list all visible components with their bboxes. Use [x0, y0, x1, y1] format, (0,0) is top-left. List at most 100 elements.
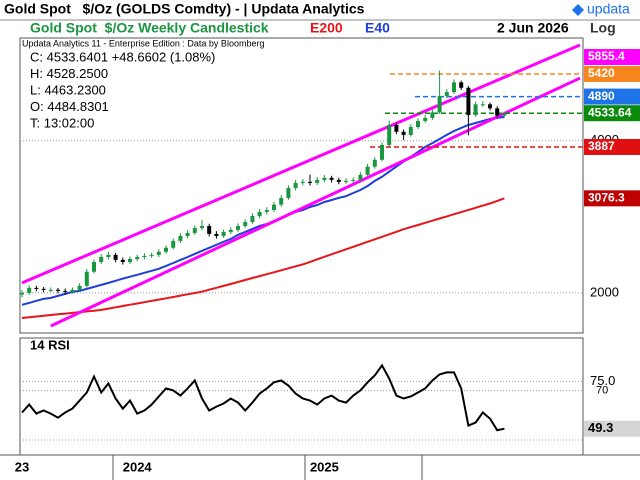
candle-body [488, 104, 492, 109]
candle-body [444, 92, 449, 96]
candle-body [41, 288, 46, 290]
ohlc-info: T: 13:02:00 [30, 115, 94, 130]
candle-body [473, 104, 478, 116]
candle-body [387, 124, 392, 145]
price-label-box [584, 190, 640, 207]
candle-body [149, 254, 154, 256]
price-label: 3887 [588, 139, 615, 153]
candle-body [171, 240, 176, 248]
candle-body [380, 144, 384, 160]
candle-body [437, 95, 442, 113]
trendline [50, 76, 581, 328]
candle-body [300, 181, 305, 183]
candle-body [279, 197, 284, 205]
x-tick-label: 23 [15, 459, 29, 474]
value-label: 49.3 [588, 420, 613, 435]
candle-body [452, 82, 456, 93]
y-tick-label: 2000 [590, 284, 619, 299]
ohlc-info: C: 4533.6401 +48.6602 (1.08%) [30, 49, 215, 64]
legend-entry: E200 [310, 20, 343, 36]
price-label-box [584, 88, 640, 105]
candle-body [394, 124, 399, 132]
ohlc-info: H: 4528.2500 [30, 66, 108, 81]
price-label: 5855.4 [588, 49, 625, 63]
candle-body [106, 254, 111, 258]
candle-body [495, 108, 500, 116]
candle-body [308, 181, 312, 183]
candle-body [63, 290, 68, 292]
price-label-box [584, 105, 640, 122]
candle-body [221, 231, 226, 236]
candle-body [192, 227, 197, 233]
subtitle: Updata Analytics 11 - Enterprise Edition… [22, 38, 264, 48]
candle-body [329, 177, 334, 180]
plot-frame [19, 37, 584, 334]
price-label: 4890 [588, 89, 615, 103]
candle-body [156, 251, 161, 255]
rsi-title: 14 RSI [30, 337, 70, 352]
candle-body [423, 117, 428, 121]
candle-body [372, 159, 377, 167]
candle-body [336, 179, 341, 182]
value-label-box [584, 420, 640, 437]
candle-body [502, 113, 507, 116]
y-tick-label: 75.0 [590, 373, 615, 388]
price-label: 4533.64 [588, 105, 632, 119]
candle-body [48, 289, 53, 291]
trendline [21, 43, 581, 285]
price-label-box [584, 49, 640, 66]
candle-body [135, 257, 140, 259]
candle-body [164, 247, 168, 252]
window-title: Gold Spot $/Oz (GOLDS Comdty) - | Updata… [4, 1, 365, 17]
price-label: 3076.3 [588, 191, 625, 205]
rsi-line [21, 363, 505, 432]
candle-body [113, 254, 118, 260]
price-label-box [584, 65, 640, 82]
candle-body [207, 226, 212, 234]
candle-body [92, 262, 96, 272]
candle-body [466, 87, 471, 116]
date: 2 Jun 2026 [497, 20, 569, 36]
candle-body [344, 180, 348, 182]
ohlc-info: O: 4484.8301 [30, 99, 109, 114]
candle-body [430, 112, 435, 118]
candle-body [480, 104, 485, 106]
candle-body [200, 226, 204, 228]
ohlc-info: L: 4463.2300 [30, 82, 106, 97]
axis-label: Log [590, 20, 616, 36]
candle-body [358, 174, 363, 180]
candle-body [250, 216, 255, 223]
candle-body [120, 259, 125, 263]
candle-body [243, 222, 248, 227]
candle-body [56, 289, 60, 291]
candle-body [365, 166, 370, 175]
candle-body [20, 292, 24, 295]
candle-body [70, 289, 75, 292]
candle-body [315, 179, 320, 183]
legend-entry: E40 [365, 20, 390, 36]
candle-body [84, 271, 89, 286]
candle-body [351, 179, 356, 181]
candle-body [178, 235, 183, 241]
candle-body [264, 210, 269, 212]
candle-body [214, 233, 219, 236]
x-tick-label: 2024 [123, 459, 153, 474]
candle-body [401, 131, 406, 135]
logo: updata [587, 1, 630, 17]
y-tick-label: 70 [596, 385, 608, 397]
price-label: 5420 [588, 66, 615, 80]
price-label-box [584, 138, 640, 155]
x-tick-label: 2025 [310, 459, 339, 474]
candle-body [77, 285, 82, 290]
candle-body [272, 204, 276, 211]
candle-body [416, 120, 420, 128]
candle-body [99, 257, 104, 263]
moving-average-line [21, 197, 505, 319]
candle-body [322, 177, 327, 180]
chart-title: Gold Spot $/Oz Weekly Candlestick [30, 20, 269, 36]
candle-body [128, 258, 132, 263]
candle-body [142, 255, 147, 258]
